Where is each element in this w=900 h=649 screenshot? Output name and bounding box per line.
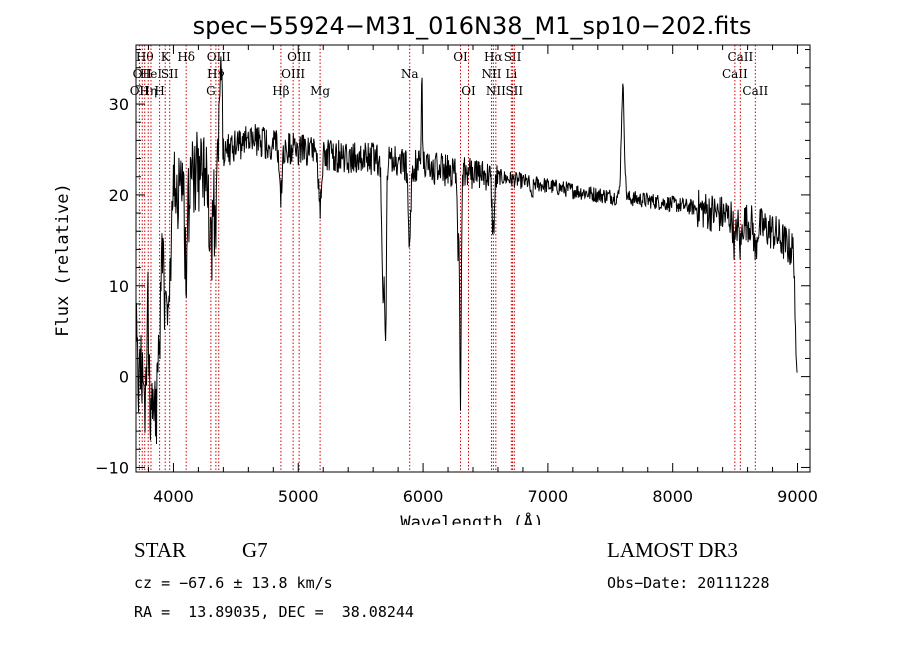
line-marker-label: Mg <box>310 84 330 98</box>
y-tick-label: 20 <box>109 186 129 205</box>
object-class: STAR <box>134 538 186 562</box>
line-marker-label: OIII <box>207 50 231 64</box>
spectrum-chart: spec−55924−M31_016N38_M1_sp10−202.fits O… <box>53 12 818 525</box>
object-subclass: G7 <box>242 538 268 562</box>
line-marker-label: CaII <box>722 67 748 81</box>
survey-name: LAMOST DR3 <box>607 538 738 562</box>
line-marker-label: OI <box>461 84 476 98</box>
line-marker-label: Hβ <box>272 84 289 98</box>
x-axis-label: Wavelength (Å) <box>400 511 543 525</box>
line-marker-label: Hα <box>484 50 503 64</box>
line-marker-label: Li <box>505 67 517 81</box>
observation-date: Obs−Date: 20111228 <box>607 574 770 592</box>
spectrum-line <box>135 56 798 445</box>
line-marker-label: Hδ <box>177 50 195 64</box>
line-marker-label: CaII <box>727 50 753 64</box>
y-tick-label: 30 <box>109 95 129 114</box>
line-marker-label: NII <box>481 67 501 81</box>
redshift-velocity: cz = −67.6 ± 13.8 km/s <box>134 574 333 592</box>
line-marker-label: OIII <box>287 50 311 64</box>
line-marker-label: K <box>161 50 171 64</box>
line-marker-label: SII <box>161 67 179 81</box>
x-axis: 4000 5000 6000 7000 8000 9000 <box>147 45 818 506</box>
line-marker-label: NII <box>486 84 506 98</box>
line-marker-label: Na <box>401 67 419 81</box>
line-marker-label: Hη <box>139 84 157 98</box>
chart-title: spec−55924−M31_016N38_M1_sp10−202.fits <box>193 12 752 40</box>
line-marker-label: SII <box>505 84 523 98</box>
line-marker-label: OIII <box>281 67 305 81</box>
coordinates: RA = 13.89035, DEC = 38.08244 <box>134 603 414 621</box>
y-tick-label: 10 <box>109 277 129 296</box>
line-marker-label: HeI <box>140 67 163 81</box>
y-tick-label: −10 <box>95 458 129 477</box>
line-marker-label: G <box>206 84 216 98</box>
line-marker-label: H <box>154 84 164 98</box>
x-tick-label: 6000 <box>403 487 444 506</box>
y-axis: −10 0 10 20 30 <box>95 49 810 477</box>
line-marker-label: OI <box>453 50 468 64</box>
line-marker-label: Hθ <box>136 50 154 64</box>
line-markers: OIIOIIHθHηHeIHKSIIHδGHγOIIIHβOIIIOIIIMgN… <box>130 45 768 472</box>
plot-frame <box>135 44 811 473</box>
x-tick-label: 8000 <box>652 487 693 506</box>
x-tick-label: 4000 <box>153 487 194 506</box>
line-marker-label: CaII <box>742 84 768 98</box>
line-marker-label: OII <box>133 67 153 81</box>
y-tick-label: 0 <box>119 368 129 387</box>
line-marker-label: SII <box>504 50 522 64</box>
x-tick-label: 5000 <box>278 487 319 506</box>
y-axis-label: Flux (relative) <box>53 183 73 337</box>
x-tick-label: 9000 <box>777 487 818 506</box>
x-tick-label: 7000 <box>528 487 569 506</box>
